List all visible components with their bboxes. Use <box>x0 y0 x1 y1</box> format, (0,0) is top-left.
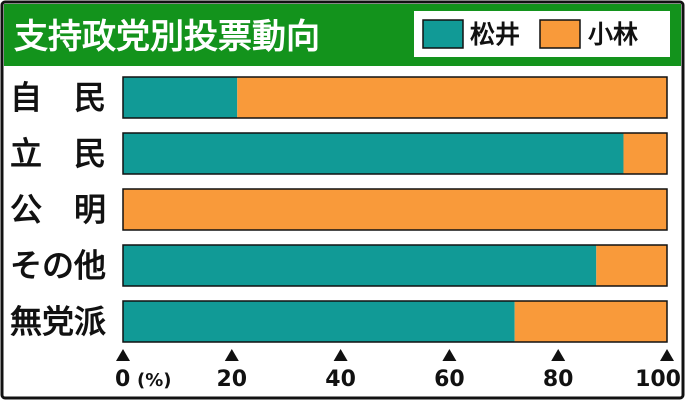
bar-kobayashi-2 <box>123 189 667 230</box>
x-tick-marker-4 <box>551 349 566 361</box>
bar-outline-0 <box>122 76 668 119</box>
x-tick-marker-0 <box>116 349 130 361</box>
legend-label-matsui: 松井 <box>470 20 520 49</box>
x-tick-label-0: 0 <box>115 367 130 392</box>
bar-outline-1 <box>122 132 668 175</box>
x-tick-label-4: 80 <box>543 367 574 392</box>
bar-outline-2 <box>122 188 668 231</box>
x-tick-label-2: 40 <box>325 367 356 392</box>
legend-swatch-kobayashi <box>539 19 581 49</box>
legend-swatch-matsui <box>422 19 464 49</box>
bar-matsui-0 <box>123 77 238 118</box>
bars-group <box>122 76 668 343</box>
category-label-3: その他 <box>10 247 106 285</box>
bar-matsui-4 <box>123 301 515 342</box>
chart-title: 支持政党別投票動向 <box>14 17 320 57</box>
category-label-2: 公 明 <box>10 191 106 229</box>
bar-matsui-1 <box>123 133 624 174</box>
bar-matsui-3 <box>123 245 597 286</box>
category-label-4: 無党派 <box>10 303 106 341</box>
bar-outline-3 <box>122 244 668 287</box>
bar-kobayashi-1 <box>623 133 667 174</box>
category-label-1: 立 民 <box>10 135 106 173</box>
legend-label-kobayashi: 小林 <box>588 20 638 49</box>
x-tick-marker-2 <box>333 349 348 361</box>
bar-kobayashi-0 <box>237 77 668 118</box>
x-axis-unit: (%) <box>137 370 172 391</box>
bar-kobayashi-4 <box>514 301 667 342</box>
bar-kobayashi-3 <box>596 245 667 286</box>
category-label-0: 自 民 <box>10 79 106 117</box>
x-tick-label-5: 100 <box>635 367 681 392</box>
x-axis-ticks: 0 20 40 60 80 100 <box>115 349 681 392</box>
x-tick-label-1: 20 <box>216 367 247 392</box>
bar-outline-4 <box>122 300 668 343</box>
x-tick-label-3: 60 <box>434 367 465 392</box>
x-tick-marker-1 <box>224 349 239 361</box>
x-tick-marker-5 <box>660 349 674 361</box>
x-tick-marker-3 <box>442 349 457 361</box>
